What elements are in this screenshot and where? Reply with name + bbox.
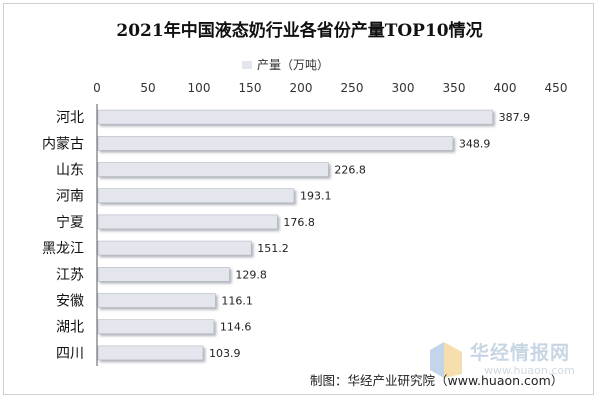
category-label: 湖北 [56, 320, 84, 336]
x-tick-label: 150 [239, 81, 262, 95]
value-label: 193.1 [300, 190, 332, 203]
x-tick-label: 300 [392, 81, 415, 95]
category-label: 黑龙江 [42, 241, 84, 257]
x-tick-label: 200 [290, 81, 313, 95]
bar [97, 109, 493, 125]
x-tick-label: 50 [140, 81, 155, 95]
value-label: 387.9 [499, 111, 530, 124]
watermark-name: 华经情报网 [470, 342, 571, 364]
value-label: 348.9 [459, 137, 491, 150]
category-label: 四川 [56, 346, 84, 362]
bar [97, 214, 278, 230]
legend-swatch [242, 60, 252, 69]
chart-title: 2021年中国液态奶行业各省份产量TOP10情况 [116, 21, 483, 41]
bar [97, 188, 295, 203]
x-axis-ticks: 0 50 100 150 200 250 300 350 400 450 [93, 81, 567, 95]
category-label: 河北 [56, 110, 84, 126]
category-label: 河南 [56, 189, 84, 205]
x-tick-label: 350 [443, 81, 466, 95]
value-label: 151.2 [257, 242, 289, 255]
bar [97, 293, 216, 308]
watermark-url: www.huaon.com [484, 364, 575, 377]
bar [97, 162, 329, 177]
value-label: 116.1 [221, 295, 253, 308]
watermark-logo-icon [430, 342, 462, 378]
source-note: 制图：华经产业研究院（www.huaon.com） [310, 373, 564, 388]
value-label: 114.6 [220, 321, 252, 334]
bars: 河北 387.9 内蒙古 348.9 山东 226.8 河南 193.1 宁夏 176.8 黑龙江 1… [42, 109, 530, 362]
value-label: 226.8 [334, 164, 366, 177]
bar [97, 266, 230, 282]
value-label: 129.8 [235, 268, 267, 281]
category-label: 安徽 [56, 294, 84, 310]
x-tick-label: 100 [188, 81, 211, 95]
x-tick-label: 450 [545, 81, 568, 95]
category-label: 宁夏 [56, 214, 84, 231]
bar [97, 319, 215, 335]
watermark: 华经情报网 www.huaon.com [428, 338, 588, 382]
x-tick-label: 0 [93, 81, 101, 95]
x-tick-label: 400 [494, 81, 517, 95]
legend: 产量（万吨） [242, 56, 329, 73]
bar [97, 345, 204, 361]
legend-label: 产量（万吨） [257, 58, 330, 72]
category-label: 内蒙古 [42, 136, 84, 152]
category-label: 江苏 [56, 267, 84, 283]
bar [97, 136, 454, 151]
value-label: 103.9 [209, 347, 241, 360]
bar [97, 240, 252, 256]
category-label: 山东 [56, 163, 84, 179]
value-label: 176.8 [283, 216, 315, 229]
x-tick-label: 250 [341, 81, 364, 95]
